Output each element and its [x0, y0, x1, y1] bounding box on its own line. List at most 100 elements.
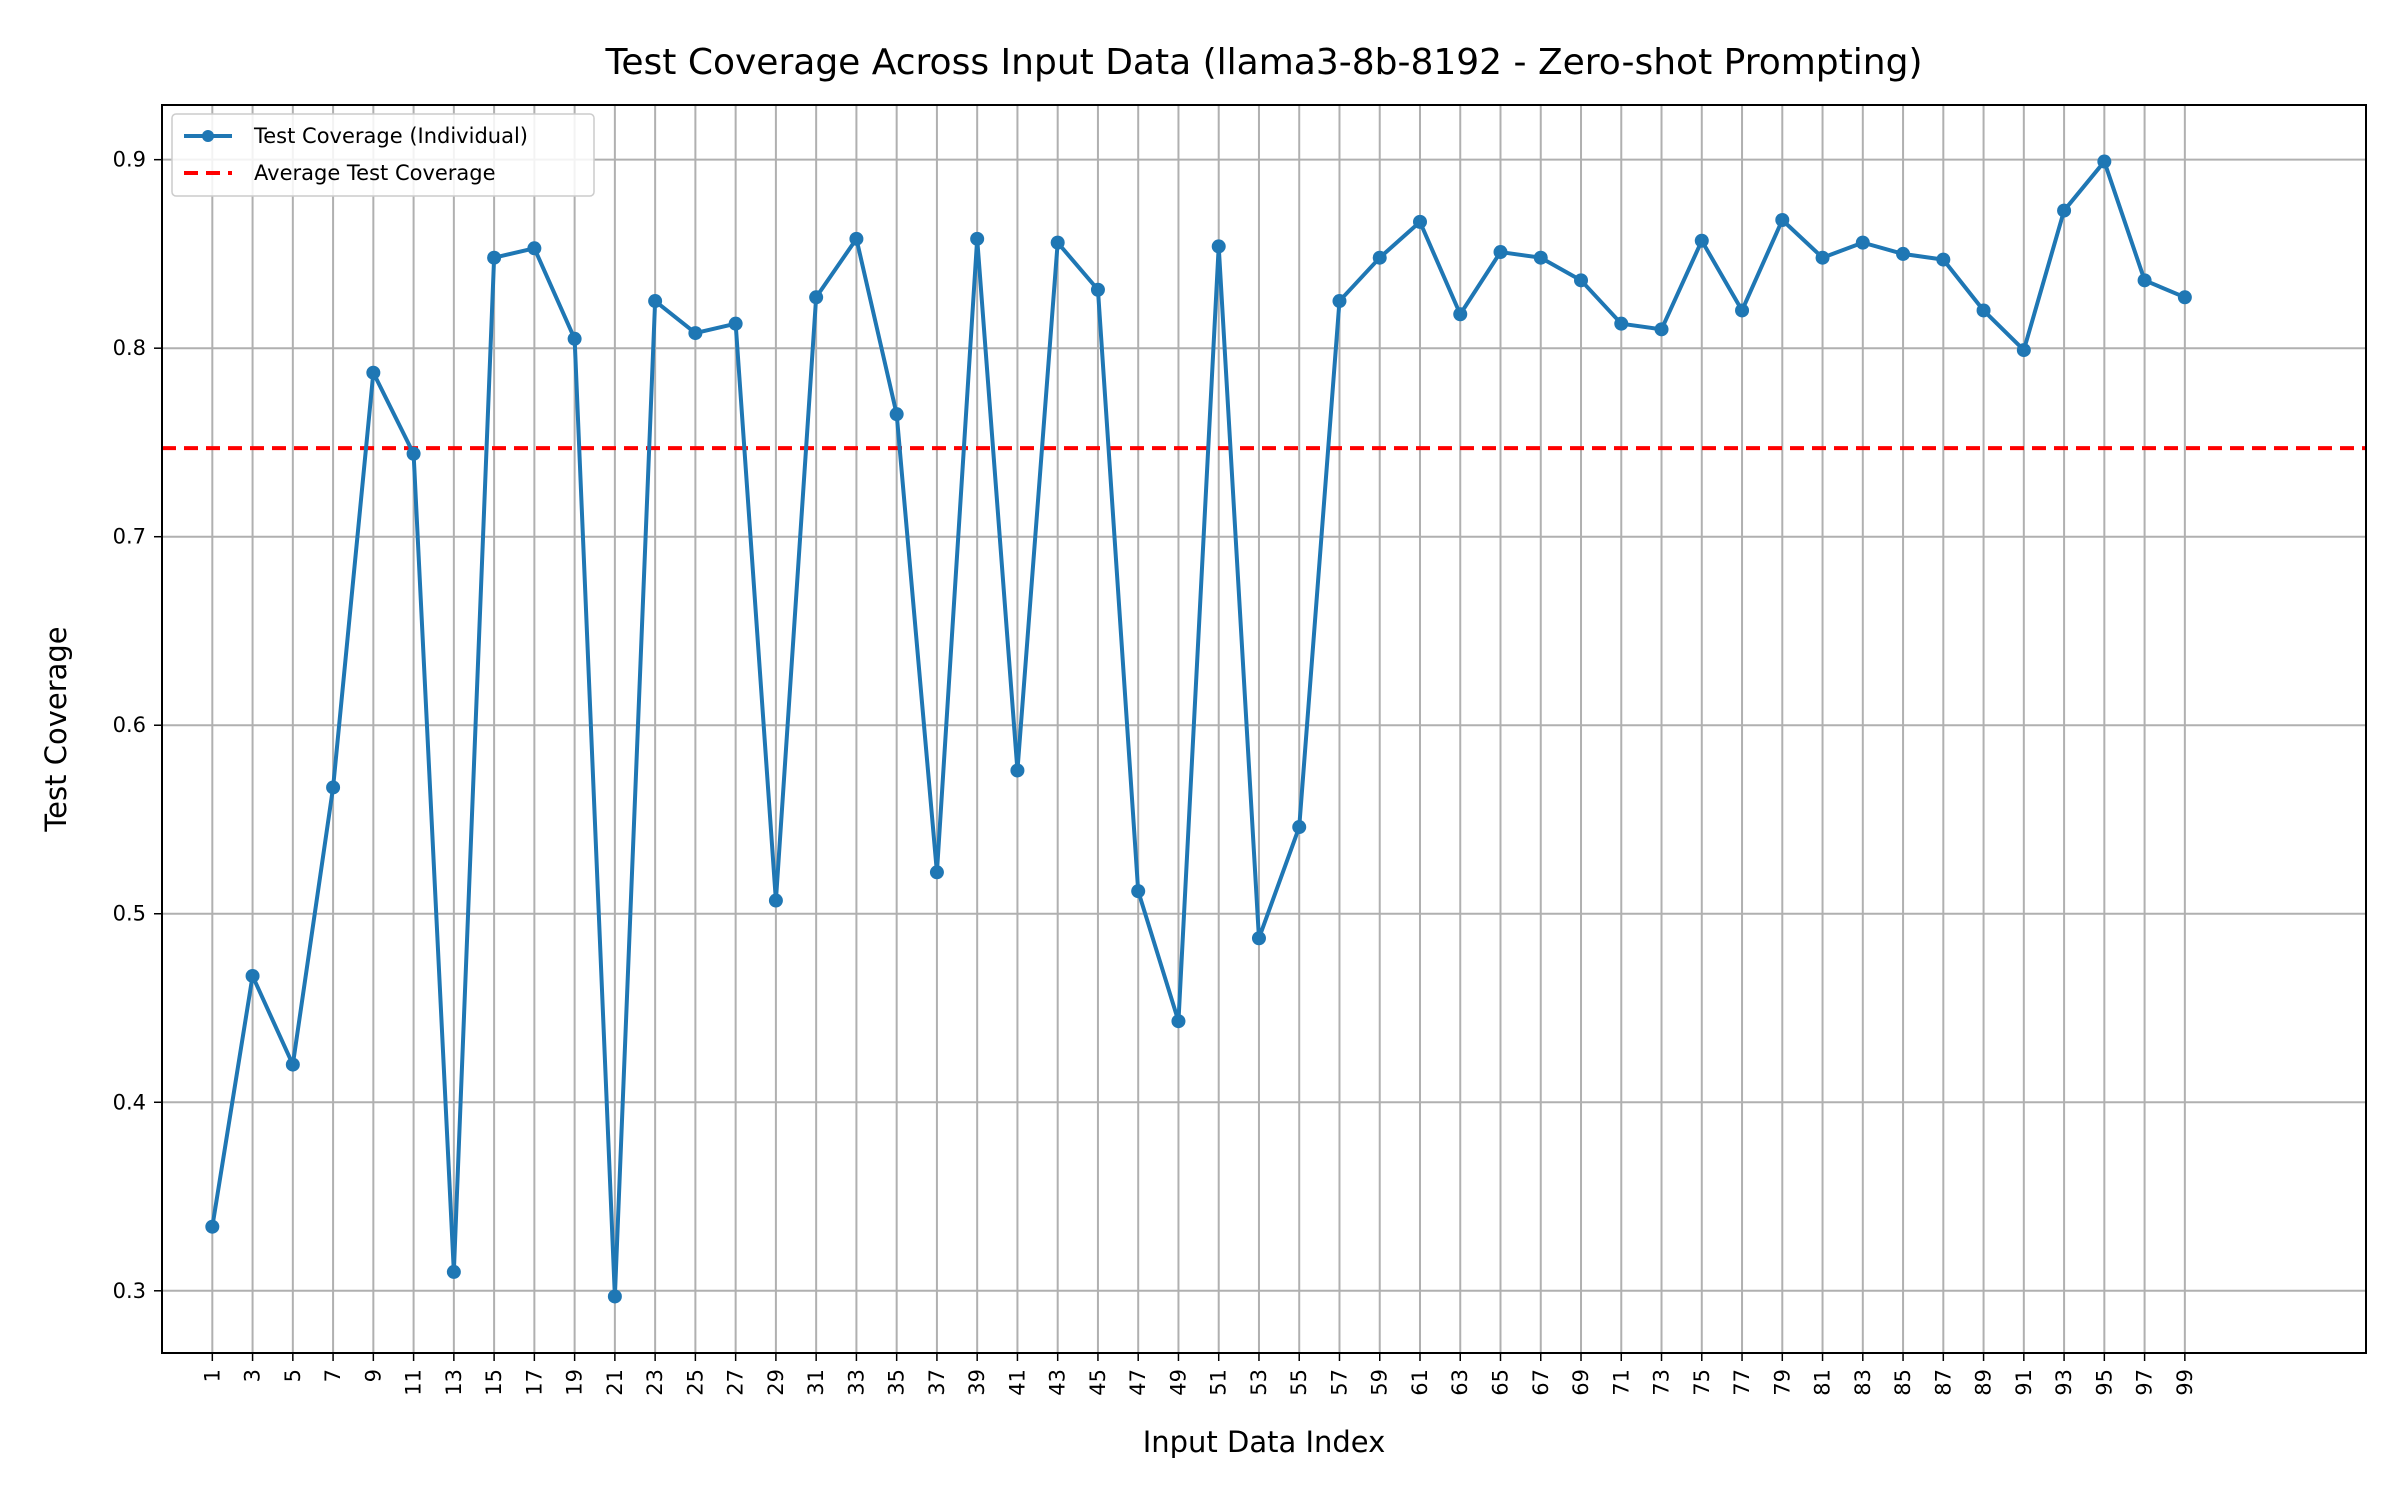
x-tick-label: 51	[1207, 1369, 1231, 1396]
data-point	[1010, 763, 1025, 778]
x-tick-label: 21	[603, 1369, 627, 1396]
data-point	[1533, 250, 1548, 265]
x-tick-label: 39	[965, 1369, 989, 1396]
x-tick-label: 17	[522, 1369, 546, 1396]
x-tick-label: 61	[1408, 1369, 1432, 1396]
x-tick-label: 49	[1166, 1369, 1190, 1396]
x-tick-label: 47	[1126, 1369, 1150, 1396]
data-point	[1574, 273, 1589, 288]
data-point	[648, 294, 663, 309]
data-point	[2016, 343, 2031, 358]
data-point	[1855, 235, 1870, 250]
x-tick-label: 23	[643, 1369, 667, 1396]
data-point	[1131, 884, 1146, 899]
plot-frame	[161, 104, 2367, 1354]
data-point	[567, 331, 582, 346]
data-point	[1936, 252, 1951, 267]
legend-label-individual: Test Coverage (Individual)	[253, 124, 528, 148]
data-point	[1453, 307, 1468, 322]
x-tick-label: 19	[563, 1369, 587, 1396]
x-tick-label: 3	[241, 1369, 265, 1382]
x-tick-label: 37	[925, 1369, 949, 1396]
data-point	[2137, 273, 2152, 288]
data-point	[527, 241, 542, 256]
x-tick-label: 29	[764, 1369, 788, 1396]
data-point	[1654, 322, 1669, 337]
x-tick-label: 41	[1005, 1369, 1029, 1396]
legend-label-average: Average Test Coverage	[254, 161, 496, 185]
y-tick-label: 0.9	[113, 148, 146, 172]
x-tick-label: 65	[1489, 1369, 1513, 1396]
data-point	[406, 446, 421, 461]
x-tick-label: 35	[885, 1369, 909, 1396]
y-axis-label: Test Coverage	[39, 626, 73, 832]
data-point	[607, 1289, 622, 1304]
data-point	[1090, 282, 1105, 297]
data-point	[1775, 212, 1790, 227]
x-tick-label: 87	[1931, 1369, 1955, 1396]
data-point	[1251, 931, 1266, 946]
data-point	[889, 407, 904, 422]
x-tick-label: 31	[804, 1369, 828, 1396]
data-point	[809, 290, 824, 305]
x-tick-label: 67	[1529, 1369, 1553, 1396]
data-point	[768, 893, 783, 908]
x-tick-label: 57	[1327, 1369, 1351, 1396]
data-point	[929, 865, 944, 880]
data-point	[1211, 239, 1226, 254]
x-tick-label: 59	[1368, 1369, 1392, 1396]
data-point	[1493, 245, 1508, 260]
x-tick-label: 9	[361, 1369, 385, 1382]
x-tick-label: 83	[1851, 1369, 1875, 1396]
data-point	[728, 316, 743, 331]
data-point	[2177, 290, 2192, 305]
data-point	[688, 326, 703, 341]
legend-marker-individual	[202, 130, 214, 142]
x-tick-label: 93	[2052, 1369, 2076, 1396]
x-tick-label: 85	[1891, 1369, 1915, 1396]
y-axis-ticks: 0.3 0.4 0.5 0.6 0.7 0.8 0.9	[113, 148, 162, 1303]
x-tick-label: 99	[2173, 1369, 2197, 1396]
data-point	[326, 780, 341, 795]
series-line-individual	[210, 159, 2186, 1299]
series-layer	[205, 154, 2192, 1304]
data-point	[366, 365, 381, 380]
data-point	[285, 1057, 300, 1072]
y-tick-label: 0.3	[113, 1279, 146, 1303]
data-point	[1614, 316, 1629, 331]
data-point	[1412, 214, 1427, 229]
x-tick-label: 75	[1690, 1369, 1714, 1396]
x-tick-label: 63	[1448, 1369, 1472, 1396]
x-tick-label: 91	[2012, 1369, 2036, 1396]
legend-box	[171, 113, 595, 197]
data-point	[446, 1264, 461, 1279]
data-point	[1171, 1014, 1186, 1029]
data-point	[1735, 303, 1750, 318]
x-tick-label: 43	[1046, 1369, 1070, 1396]
x-tick-label: 81	[1811, 1369, 1835, 1396]
data-point	[2057, 203, 2072, 218]
data-point	[1050, 235, 1065, 250]
y-tick-label: 0.4	[113, 1090, 146, 1114]
x-tick-label: 5	[281, 1369, 305, 1382]
data-point	[1332, 294, 1347, 309]
data-point	[487, 250, 502, 265]
x-tick-label: 45	[1086, 1369, 1110, 1396]
x-axis-ticks: 1 3 5 7 9 11 13 15 17 19 21 23 25 27 29 31 33 35 37 39 41 43 4…	[200, 1353, 2197, 1396]
x-tick-label: 69	[1569, 1369, 1593, 1396]
x-tick-label: 15	[482, 1369, 506, 1396]
data-point	[245, 968, 260, 983]
data-point	[849, 231, 864, 246]
x-tick-label: 27	[724, 1369, 748, 1396]
y-tick-label: 0.7	[113, 525, 146, 549]
x-tick-label: 7	[321, 1369, 345, 1382]
data-point	[970, 231, 985, 246]
y-tick-label: 0.8	[113, 336, 146, 360]
x-tick-label: 55	[1287, 1369, 1311, 1396]
x-axis-label: Input Data Index	[1143, 1425, 1386, 1459]
x-tick-label: 1	[200, 1369, 224, 1382]
legend: Test Coverage (Individual) Average Test …	[171, 113, 595, 197]
x-tick-label: 73	[1650, 1369, 1674, 1396]
